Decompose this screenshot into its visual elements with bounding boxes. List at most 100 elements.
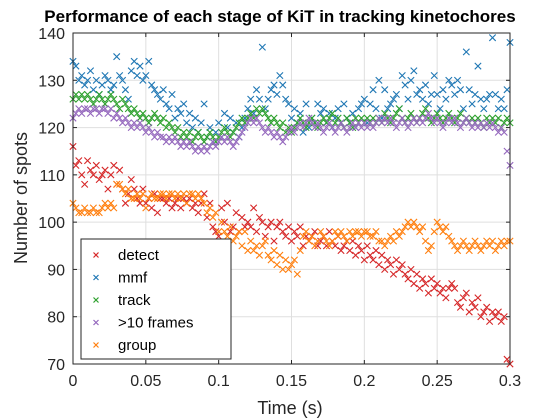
data-point xyxy=(83,209,92,217)
data-point xyxy=(200,142,208,151)
data-point xyxy=(177,109,185,117)
data-point xyxy=(223,232,231,240)
data-point xyxy=(118,76,127,84)
data-point xyxy=(279,228,287,236)
data-point xyxy=(197,133,205,141)
data-point xyxy=(459,294,467,302)
data-point xyxy=(89,171,97,179)
data-point xyxy=(290,228,299,236)
data-point xyxy=(264,251,272,259)
data-point xyxy=(302,119,310,127)
data-point xyxy=(427,90,435,99)
data-point xyxy=(468,100,476,108)
data-point xyxy=(81,95,89,103)
data-point xyxy=(130,105,138,113)
data-point xyxy=(436,223,444,231)
data-point xyxy=(252,105,261,113)
data-point xyxy=(445,232,453,240)
data-point xyxy=(433,218,441,226)
data-point xyxy=(389,237,398,245)
data-point xyxy=(494,114,502,122)
data-point xyxy=(136,119,144,127)
data-point xyxy=(78,109,86,117)
data-point xyxy=(421,81,430,89)
data-point xyxy=(98,204,106,212)
data-point xyxy=(235,228,243,236)
data-point xyxy=(92,95,100,103)
data-point xyxy=(101,166,109,174)
data-point xyxy=(445,76,453,84)
data-point xyxy=(366,251,374,259)
data-point xyxy=(148,190,156,198)
data-point xyxy=(439,284,447,292)
data-point xyxy=(474,242,482,250)
data-point xyxy=(500,242,508,250)
data-point xyxy=(296,246,304,255)
data-point xyxy=(497,317,505,326)
x-tick-label: 0.3 xyxy=(499,373,521,390)
data-point xyxy=(462,289,470,297)
data-point xyxy=(255,109,264,117)
data-point xyxy=(311,242,319,250)
data-point xyxy=(299,232,307,240)
data-point xyxy=(448,119,456,127)
data-point xyxy=(104,204,112,212)
data-point xyxy=(153,114,162,122)
data-point xyxy=(442,294,450,302)
data-point xyxy=(92,105,100,113)
data-point xyxy=(150,133,159,141)
data-point xyxy=(215,138,223,146)
data-point xyxy=(241,123,249,132)
data-point xyxy=(494,128,502,136)
data-point xyxy=(410,114,418,122)
data-point xyxy=(413,90,421,99)
x-axis-label: Time (s) xyxy=(257,398,322,418)
data-point xyxy=(462,114,470,122)
data-point xyxy=(165,190,173,198)
data-point xyxy=(343,114,351,122)
data-point xyxy=(118,119,127,127)
data-point xyxy=(317,123,325,132)
data-point xyxy=(410,67,418,75)
data-point xyxy=(110,114,118,122)
data-point xyxy=(107,90,115,99)
data-point xyxy=(372,228,380,236)
data-point xyxy=(296,119,304,127)
data-point xyxy=(436,289,444,297)
data-point xyxy=(247,223,255,231)
data-point xyxy=(177,194,185,203)
data-point xyxy=(185,190,194,198)
data-point xyxy=(503,147,511,155)
data-point xyxy=(255,213,264,222)
data-point xyxy=(331,242,339,250)
data-point xyxy=(471,90,479,99)
data-point xyxy=(86,166,95,174)
data-point xyxy=(337,119,345,127)
data-point xyxy=(381,86,389,94)
data-point xyxy=(270,81,278,89)
data-point xyxy=(255,119,264,127)
data-point xyxy=(118,95,127,103)
data-point xyxy=(255,95,264,103)
data-point xyxy=(273,261,281,269)
data-point xyxy=(477,119,485,127)
data-point xyxy=(401,81,409,89)
data-point xyxy=(168,204,176,212)
data-point xyxy=(92,161,100,169)
legend-label: mmf xyxy=(118,270,148,287)
data-point xyxy=(145,194,153,203)
data-point xyxy=(369,114,377,122)
data-point xyxy=(185,138,194,146)
data-point xyxy=(188,204,197,212)
data-point xyxy=(384,256,392,264)
data-point xyxy=(95,175,103,184)
data-point xyxy=(474,62,482,70)
data-point xyxy=(150,109,159,117)
axes: 0 0.05 0.1 0.15 0.2 0.25 0.3 70 80 90 100 110 120 130… xyxy=(38,26,521,390)
data-point xyxy=(474,294,482,302)
data-point xyxy=(267,218,275,226)
data-point xyxy=(104,185,112,193)
data-point xyxy=(293,123,301,132)
data-point xyxy=(352,114,360,122)
data-point xyxy=(258,123,266,132)
